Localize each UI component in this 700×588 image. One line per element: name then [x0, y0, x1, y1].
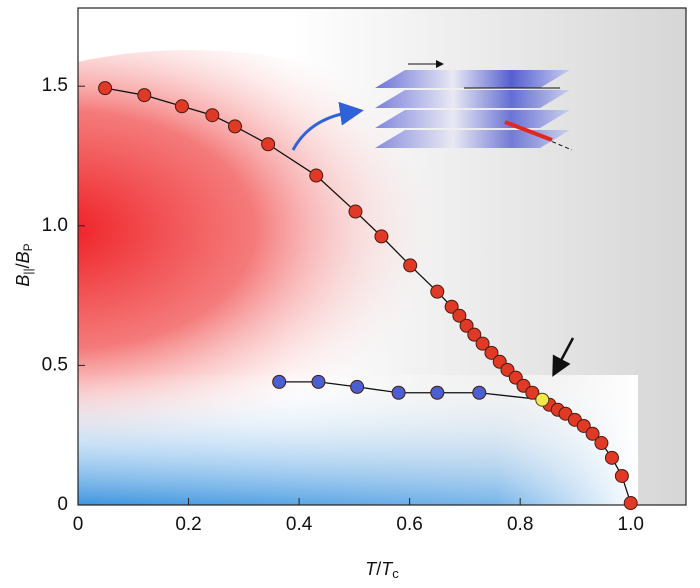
point — [475, 336, 490, 351]
point — [430, 284, 445, 299]
x-tick-label: 0.2 — [175, 514, 201, 535]
y-label-sub: || — [21, 268, 35, 274]
x-label-t2: T — [381, 559, 394, 579]
plot-frame — [77, 7, 687, 506]
point — [272, 374, 287, 389]
point — [205, 108, 220, 123]
x-label-sub: c — [392, 566, 399, 581]
point — [467, 327, 482, 342]
point — [311, 374, 326, 389]
x-label-t: T — [365, 559, 378, 579]
y-tick-label: 0 — [57, 494, 68, 515]
y-label-slash: / — [13, 263, 33, 268]
y-label-b2: B — [13, 251, 33, 263]
y-tick-label: 1.5 — [42, 75, 68, 96]
point — [309, 168, 324, 183]
point — [576, 418, 591, 433]
point — [98, 81, 113, 96]
point — [174, 99, 189, 114]
point — [261, 137, 276, 152]
x-label-slash: / — [376, 559, 381, 579]
x-tick-label: 1.0 — [618, 514, 644, 535]
point — [472, 385, 487, 400]
point — [403, 258, 418, 273]
point — [350, 379, 365, 394]
y-tick-label: 1.0 — [42, 215, 68, 236]
point — [374, 229, 389, 244]
tstar-point — [535, 392, 550, 407]
point — [525, 385, 540, 400]
point — [585, 426, 600, 441]
point — [430, 385, 445, 400]
x-tick-label: 0.6 — [396, 514, 422, 535]
point — [444, 299, 459, 314]
x-tick-label: 0.8 — [507, 514, 533, 535]
x-tick-label: 0.4 — [286, 514, 313, 535]
background — [78, 8, 686, 505]
tstar-arrow — [552, 337, 575, 377]
y-label-b: B — [13, 275, 33, 287]
inset — [291, 60, 573, 151]
point — [614, 468, 629, 483]
y-label: B||/BP — [13, 243, 35, 286]
x-label: T/Tc — [365, 559, 399, 582]
point — [604, 450, 619, 465]
y-label-sub2: P — [21, 243, 35, 251]
point — [227, 119, 242, 134]
point — [623, 496, 638, 511]
point — [484, 345, 499, 360]
point — [594, 436, 609, 451]
point — [137, 88, 152, 103]
point — [391, 385, 406, 400]
y-tick-label: 0.5 — [42, 354, 68, 375]
point — [459, 318, 474, 333]
point — [348, 204, 363, 219]
point — [452, 308, 467, 323]
x-tick-label: 0 — [73, 514, 84, 535]
